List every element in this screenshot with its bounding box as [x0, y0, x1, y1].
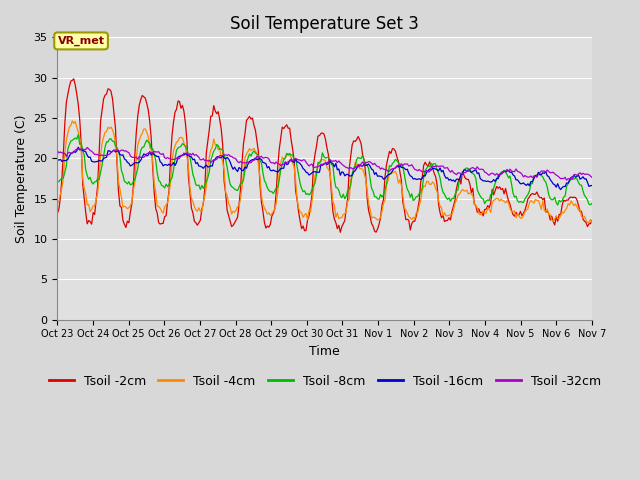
Tsoil -2cm [70, 76, 77, 82]
Tsoil -8cm [54, 179, 61, 184]
Tsoil -4cm [560, 210, 568, 216]
Tsoil -4cm [54, 200, 61, 206]
Tsoil -8cm [74, 132, 82, 137]
Tsoil -8cm [588, 201, 596, 206]
Legend: Tsoil -2cm, Tsoil -4cm, Tsoil -8cm, Tsoil -16cm, Tsoil -32cm: Tsoil -2cm, Tsoil -4cm, Tsoil -8cm, Tsoi… [44, 370, 605, 393]
Tsoil -8cm [241, 168, 249, 173]
Tsoil -4cm [241, 155, 249, 160]
Tsoil -2cm [232, 217, 240, 223]
Tsoil -32cm [120, 148, 128, 154]
Tsoil -2cm [289, 146, 296, 152]
Line: Tsoil -16cm: Tsoil -16cm [58, 147, 592, 190]
Tsoil -32cm [54, 148, 61, 154]
Tsoil -4cm [232, 207, 240, 213]
Tsoil -16cm [289, 159, 296, 165]
Tsoil -4cm [120, 204, 128, 209]
Tsoil -16cm [54, 157, 61, 163]
Line: Tsoil -2cm: Tsoil -2cm [58, 79, 592, 232]
Tsoil -8cm [120, 179, 128, 184]
Y-axis label: Soil Temperature (C): Soil Temperature (C) [15, 114, 28, 243]
Line: Tsoil -4cm: Tsoil -4cm [58, 121, 592, 223]
Tsoil -32cm [560, 176, 568, 181]
Tsoil -2cm [214, 109, 222, 115]
Title: Soil Temperature Set 3: Soil Temperature Set 3 [230, 15, 419, 33]
Tsoil -16cm [561, 184, 569, 190]
Tsoil -32cm [289, 158, 296, 164]
Tsoil -16cm [232, 167, 240, 173]
Tsoil -32cm [563, 177, 570, 183]
Tsoil -32cm [214, 155, 222, 160]
Tsoil -4cm [214, 147, 222, 153]
Tsoil -2cm [241, 131, 249, 136]
Tsoil -8cm [554, 202, 561, 208]
Line: Tsoil -32cm: Tsoil -32cm [58, 147, 592, 180]
Tsoil -8cm [289, 152, 296, 158]
Tsoil -4cm [289, 160, 296, 166]
X-axis label: Time: Time [309, 345, 340, 358]
Tsoil -16cm [241, 164, 249, 170]
Tsoil -32cm [83, 144, 91, 150]
Tsoil -2cm [561, 198, 569, 204]
Tsoil -8cm [232, 187, 240, 193]
Tsoil -4cm [68, 118, 76, 124]
Tsoil -2cm [120, 221, 128, 227]
Tsoil -2cm [54, 210, 61, 216]
Tsoil -2cm [337, 229, 344, 235]
Line: Tsoil -8cm: Tsoil -8cm [58, 134, 592, 205]
Tsoil -32cm [241, 160, 249, 166]
Tsoil -2cm [588, 217, 596, 223]
Text: VR_met: VR_met [58, 36, 104, 46]
Tsoil -16cm [214, 154, 222, 159]
Tsoil -16cm [557, 187, 564, 192]
Tsoil -8cm [561, 193, 569, 199]
Tsoil -16cm [588, 183, 596, 189]
Tsoil -16cm [74, 144, 82, 150]
Tsoil -32cm [232, 156, 240, 162]
Tsoil -8cm [214, 143, 222, 148]
Tsoil -4cm [588, 220, 596, 226]
Tsoil -16cm [120, 156, 128, 162]
Tsoil -32cm [588, 175, 596, 180]
